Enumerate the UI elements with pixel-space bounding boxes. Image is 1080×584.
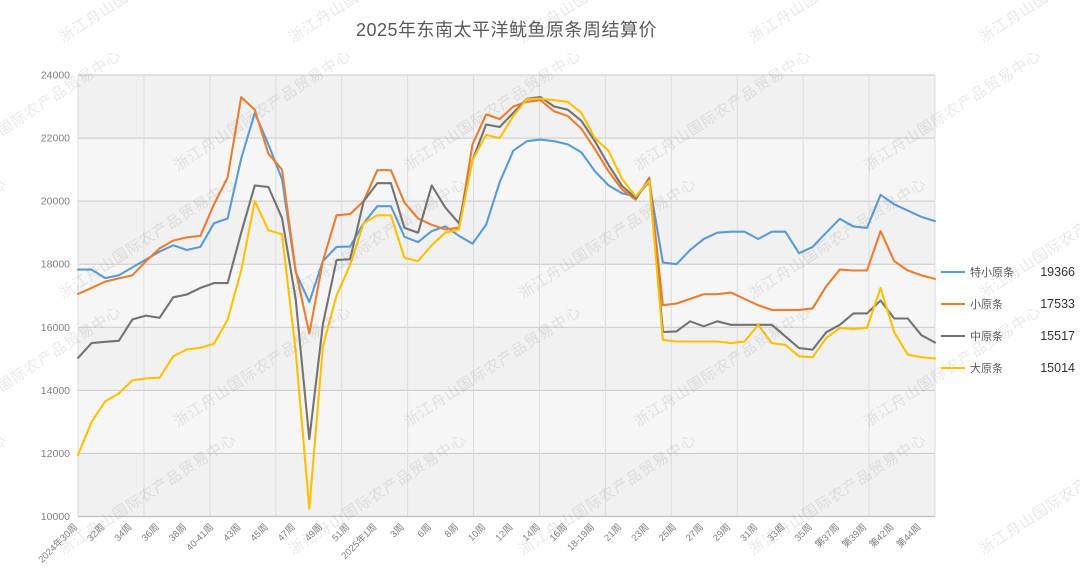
legend-series-value: 19366 xyxy=(1040,265,1075,279)
x-tick-label: 49周 xyxy=(303,522,325,544)
plot-band xyxy=(78,201,935,265)
series-line-0 xyxy=(76,111,937,304)
legend-line-swatch xyxy=(941,271,965,273)
y-tick-label: 10000 xyxy=(41,511,70,523)
series-line-1 xyxy=(76,96,937,335)
x-tick-label: 27周 xyxy=(684,522,706,544)
chart-title: 2025年东南太平洋鱿鱼原条周结算价 xyxy=(355,20,658,40)
x-tick-label: 31周 xyxy=(738,522,760,544)
legend-item: 中原条 15517 xyxy=(941,320,1075,352)
x-tick-label: 38周 xyxy=(167,522,189,544)
legend-line-swatch xyxy=(941,335,965,337)
x-tick-label: 34周 xyxy=(113,522,135,544)
legend-line-swatch xyxy=(941,303,965,305)
x-tick-label: 第39周 xyxy=(840,521,869,550)
legend-series-value: 15517 xyxy=(1040,329,1075,343)
x-tick-label: 29周 xyxy=(711,522,733,544)
x-tick-label: 25周 xyxy=(657,522,679,544)
x-tick-label: 36周 xyxy=(140,522,162,544)
x-tick-label: 第37周 xyxy=(812,521,841,550)
y-tick-label: 20000 xyxy=(41,196,70,208)
y-tick-label: 12000 xyxy=(41,448,70,460)
x-tick-label: 12周 xyxy=(493,522,515,544)
x-tick-label: 第44周 xyxy=(894,521,923,550)
x-tick-label: 45周 xyxy=(249,522,271,544)
x-tick-label: 43周 xyxy=(221,522,243,544)
x-tick-label: 21周 xyxy=(602,522,624,544)
x-tick-label: 10周 xyxy=(466,522,488,544)
x-tick-label: 2024年30周 xyxy=(36,521,80,565)
x-tick-label: 33周 xyxy=(766,522,788,544)
legend-line-swatch xyxy=(941,367,965,369)
x-tick-label: 第42周 xyxy=(867,521,896,550)
x-tick-label: 16周 xyxy=(548,522,570,544)
legend: 特小原条 19366 小原条 17533 中原条 15517 大原条 15014 xyxy=(941,256,1075,384)
y-tick-label: 22000 xyxy=(41,133,70,145)
legend-item: 大原条 15014 xyxy=(941,352,1075,384)
legend-series-value: 17533 xyxy=(1040,297,1075,311)
plot-band xyxy=(78,138,935,202)
x-tick-label: 8周 xyxy=(443,522,461,540)
y-tick-label: 14000 xyxy=(41,385,70,397)
legend-series-value: 15014 xyxy=(1040,361,1075,375)
plot-band xyxy=(78,390,935,454)
legend-series-name: 小原条 xyxy=(970,299,1003,311)
y-tick-label: 18000 xyxy=(41,259,70,271)
x-tick-label: 51周 xyxy=(330,522,352,544)
plot-band xyxy=(78,327,935,391)
series-line-2 xyxy=(76,96,937,441)
y-tick-label: 16000 xyxy=(41,322,70,334)
x-tick-label: 18-19周 xyxy=(565,522,597,554)
legend-item: 特小原条 19366 xyxy=(941,256,1075,288)
x-tick-label: 3周 xyxy=(388,522,406,540)
y-tick-label: 24000 xyxy=(41,70,70,82)
legend-item: 小原条 17533 xyxy=(941,288,1075,320)
x-tick-label: 14周 xyxy=(521,522,543,544)
x-tick-label: 40-41周 xyxy=(184,522,216,554)
legend-series-name: 中原条 xyxy=(970,331,1003,343)
x-tick-label: 32周 xyxy=(85,522,107,544)
plot-band xyxy=(78,453,935,517)
x-tick-label: 6周 xyxy=(416,522,434,540)
legend-series-name: 特小原条 xyxy=(970,267,1014,279)
plot-band xyxy=(78,264,935,328)
legend-series-name: 大原条 xyxy=(970,363,1003,375)
x-tick-label: 35周 xyxy=(793,522,815,544)
x-tick-label: 47周 xyxy=(276,522,298,544)
series-line-3 xyxy=(76,97,937,510)
x-tick-label: 23周 xyxy=(629,522,651,544)
